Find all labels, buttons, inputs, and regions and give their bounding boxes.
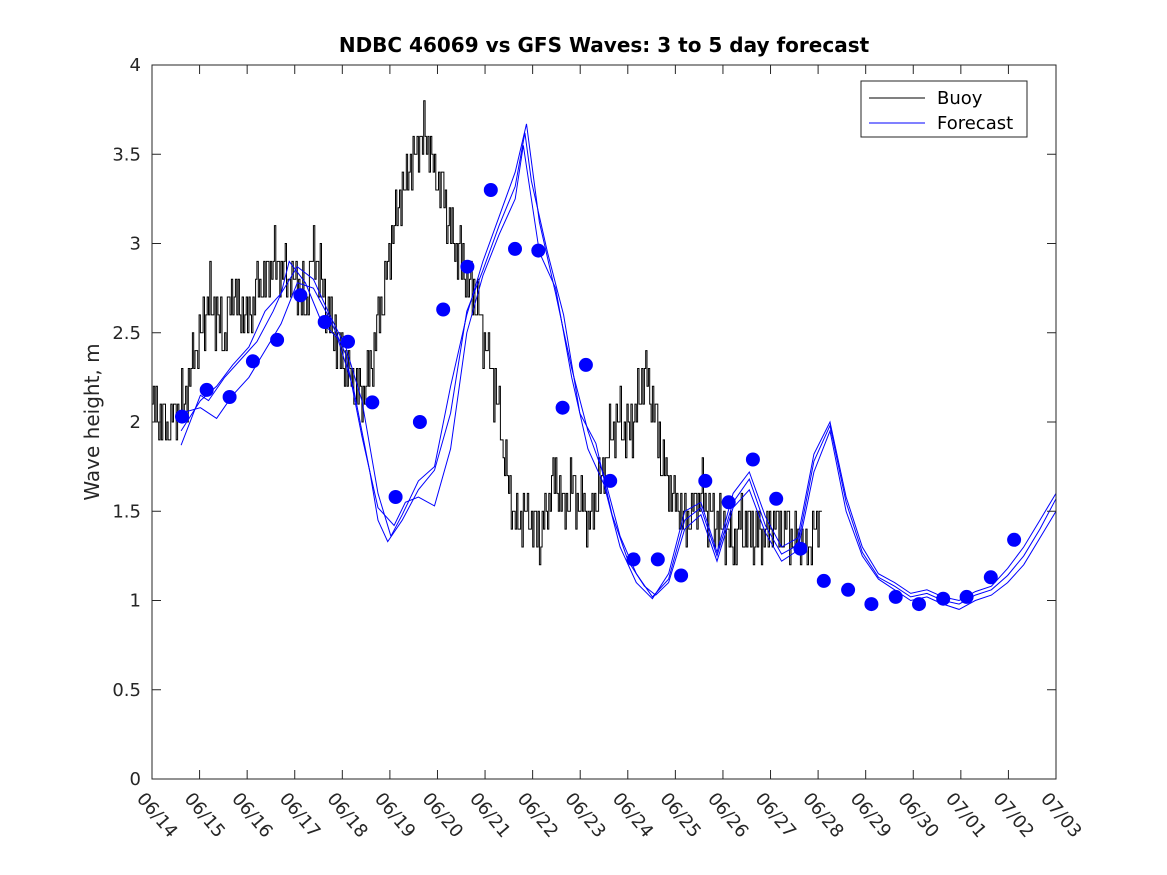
forecast-point — [1007, 532, 1022, 547]
forecast-point — [555, 400, 570, 415]
y-tick-label: 0 — [130, 769, 141, 790]
forecast-point — [626, 552, 641, 567]
forecast-point — [578, 357, 593, 372]
y-tick-label: 4 — [130, 55, 141, 76]
forecast-line-2 — [180, 123, 1057, 605]
forecast-point — [959, 589, 974, 604]
forecast-point — [365, 395, 380, 410]
y-tick-label: 2 — [130, 412, 141, 433]
forecast-point — [769, 491, 784, 506]
y-tick-label: 2.5 — [112, 323, 141, 344]
forecast-point — [983, 570, 998, 585]
forecast-point — [199, 382, 214, 397]
forecast-point — [388, 490, 403, 504]
forecast-point — [317, 315, 332, 329]
y-tick-label: 1.5 — [112, 501, 141, 522]
forecast-point — [650, 552, 665, 567]
y-tick-label: 1 — [130, 591, 141, 612]
forecast-point — [483, 183, 498, 197]
y-tick-label: 0.5 — [112, 680, 141, 701]
forecast-point — [721, 495, 736, 510]
legend-buoy-label: Buoy — [937, 88, 983, 109]
forecast-point — [888, 589, 903, 604]
forecast-point — [745, 452, 760, 467]
forecast-point — [175, 409, 189, 424]
forecast-point — [912, 597, 926, 612]
forecast-point — [508, 241, 522, 256]
forecast-point — [293, 288, 308, 303]
forecast-line-3 — [180, 145, 1057, 602]
legend-box — [860, 80, 1028, 138]
forecast-point — [531, 243, 546, 258]
series-layer — [152, 100, 1057, 612]
forecast-point — [270, 332, 285, 347]
forecast-point — [816, 573, 831, 588]
chart-title: NDBC 46069 vs GFS Waves: 3 to 5 day fore… — [339, 33, 870, 57]
y-tick-label: 3 — [130, 234, 141, 255]
buoy-line — [152, 100, 822, 566]
forecast-point — [698, 473, 713, 488]
forecast-point — [936, 591, 951, 606]
plot-area — [152, 65, 1056, 779]
forecast-point — [460, 259, 475, 274]
forecast-point — [245, 354, 260, 369]
forecast-point — [864, 597, 879, 612]
legend: Buoy Forecast — [860, 80, 1028, 138]
y-tick-label: 3.5 — [112, 144, 141, 165]
forecast-point — [341, 334, 355, 349]
legend-forecast-label: Forecast — [937, 113, 1013, 134]
y-axis-label: Wave height, m — [80, 343, 104, 500]
forecast-point — [222, 390, 237, 404]
forecast-point — [412, 415, 427, 429]
forecast-point — [436, 302, 451, 317]
forecast-point — [793, 541, 808, 556]
forecast-point — [674, 568, 689, 583]
forecast-point — [603, 473, 618, 488]
forecast-point — [841, 582, 856, 597]
